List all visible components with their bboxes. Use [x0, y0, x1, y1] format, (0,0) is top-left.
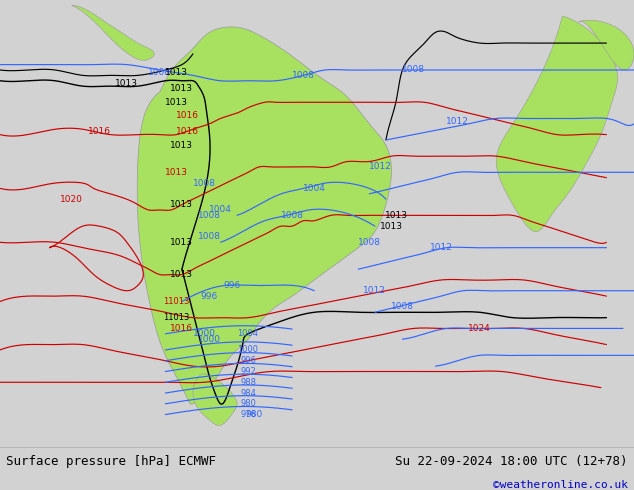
Text: 988: 988: [240, 378, 256, 387]
Text: 1013: 1013: [171, 238, 193, 247]
Text: 1013: 1013: [165, 68, 188, 77]
Text: 992: 992: [240, 367, 256, 376]
Text: 980: 980: [245, 410, 262, 419]
Text: 1013: 1013: [171, 200, 193, 209]
Text: 1012: 1012: [369, 162, 392, 171]
Text: 1008: 1008: [193, 178, 216, 188]
Text: 1016: 1016: [171, 324, 193, 333]
Text: 1012: 1012: [430, 243, 453, 252]
Text: 1013: 1013: [171, 84, 193, 93]
Text: 1024: 1024: [469, 324, 491, 333]
Text: 1008: 1008: [402, 66, 425, 74]
Text: 1016: 1016: [176, 127, 199, 136]
Text: ©weatheronline.co.uk: ©weatheronline.co.uk: [493, 480, 628, 490]
Text: 976: 976: [240, 410, 256, 419]
Text: 1008: 1008: [281, 211, 304, 220]
Text: 1000: 1000: [193, 329, 216, 338]
Text: 1008: 1008: [148, 68, 171, 77]
Polygon shape: [579, 20, 634, 70]
Text: 1004: 1004: [209, 205, 232, 215]
Text: 1013: 1013: [171, 141, 193, 150]
Text: 996: 996: [223, 281, 240, 290]
Text: 1013: 1013: [165, 98, 188, 107]
Text: 1008: 1008: [391, 302, 414, 311]
Text: 1004: 1004: [303, 184, 326, 193]
Text: 1012: 1012: [446, 117, 469, 125]
Text: 1008: 1008: [292, 71, 314, 80]
Text: 1016: 1016: [176, 111, 199, 120]
Text: 1013: 1013: [385, 211, 408, 220]
Text: 1008: 1008: [358, 238, 381, 247]
Text: 1020: 1020: [60, 195, 83, 204]
Text: Surface pressure [hPa] ECMWF: Surface pressure [hPa] ECMWF: [6, 456, 216, 468]
Text: 1013: 1013: [115, 79, 138, 88]
Text: 11013: 11013: [163, 297, 190, 306]
Text: 1013: 1013: [165, 168, 188, 177]
Polygon shape: [193, 374, 237, 425]
Polygon shape: [496, 16, 618, 232]
Polygon shape: [72, 5, 154, 60]
Text: 1004: 1004: [238, 329, 259, 338]
Text: 1012: 1012: [363, 286, 386, 295]
Text: 1016: 1016: [87, 127, 111, 136]
Text: 1013: 1013: [380, 221, 403, 231]
Text: 996: 996: [240, 356, 256, 365]
Text: 1000: 1000: [238, 345, 259, 354]
Text: 11013: 11013: [163, 313, 190, 322]
Text: 1008: 1008: [198, 211, 221, 220]
Text: 1013: 1013: [171, 270, 193, 279]
Text: 996: 996: [201, 292, 218, 301]
Text: 984: 984: [240, 389, 256, 397]
Text: 980: 980: [240, 399, 256, 408]
Text: Su 22-09-2024 18:00 UTC (12+78): Su 22-09-2024 18:00 UTC (12+78): [395, 456, 628, 468]
Text: 1008: 1008: [198, 232, 221, 242]
Polygon shape: [137, 27, 391, 404]
Text: 1000: 1000: [198, 335, 221, 343]
